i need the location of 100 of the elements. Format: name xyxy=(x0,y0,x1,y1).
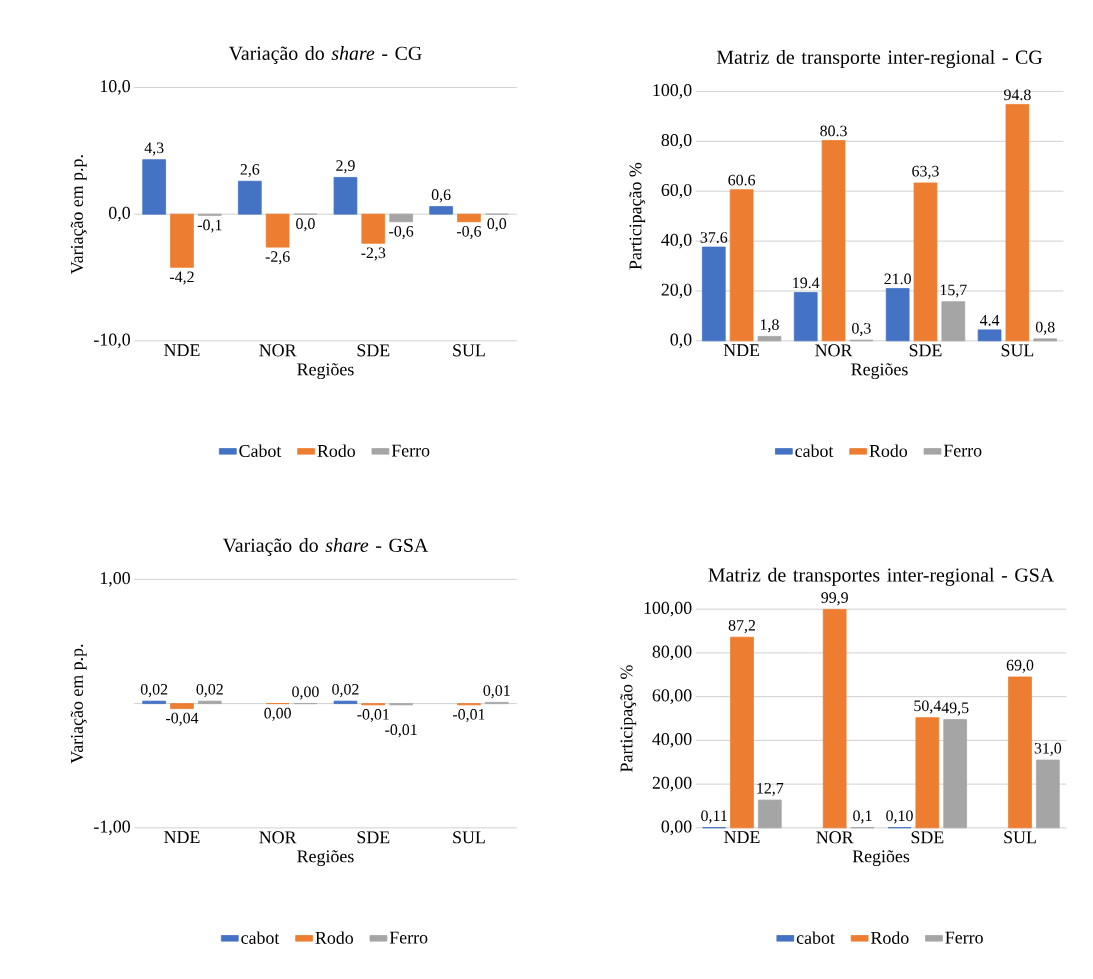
legend-label: Rodo xyxy=(870,931,909,944)
data-label: 0,11 xyxy=(701,810,727,824)
data-label: 4,3 xyxy=(144,142,164,156)
x-tick-label: NOR xyxy=(815,344,853,357)
data-label: 0,00 xyxy=(292,686,319,700)
data-label: 0,02 xyxy=(196,683,223,697)
data-label: -0,01 xyxy=(385,724,417,738)
bar xyxy=(1008,676,1032,829)
y-tick-label: 60,0 xyxy=(661,183,692,199)
bar xyxy=(821,140,846,342)
data-label: 12,7 xyxy=(757,782,784,796)
y-tick-label: 20,00 xyxy=(652,776,692,792)
legend-label: cabot xyxy=(796,931,835,944)
bar xyxy=(1036,759,1060,829)
data-label: -2,6 xyxy=(265,251,290,265)
legend-label: Rodo xyxy=(315,931,354,944)
bar xyxy=(757,336,782,342)
data-label: -0,04 xyxy=(166,712,199,726)
x-axis-title: Regiões xyxy=(297,363,354,380)
data-label: -0,6 xyxy=(456,225,482,240)
legend-label: Cabot xyxy=(239,444,282,458)
x-tick-label: NOR xyxy=(816,831,854,844)
data-label: 0,3 xyxy=(852,322,871,336)
y-axis-title: Participação % xyxy=(629,162,646,270)
data-label: -4,2 xyxy=(170,271,194,285)
data-label: 2,6 xyxy=(240,164,260,178)
data-label: -2,3 xyxy=(361,247,386,261)
data-label: 2,9 xyxy=(336,160,355,174)
data-label: 94.8 xyxy=(1004,89,1031,101)
legend-label: cabot xyxy=(241,931,280,944)
y-tick-label: -1,00 xyxy=(94,820,130,836)
data-label: 0,10 xyxy=(886,810,913,824)
y-axis-title: Participação % xyxy=(620,665,637,772)
x-tick-label: NDE xyxy=(724,831,760,844)
data-label: -0,6 xyxy=(389,225,414,240)
data-label: 19.4 xyxy=(793,277,820,289)
chart-title: Variação do share - GSA xyxy=(222,538,429,557)
x-tick-label: SUL xyxy=(1004,831,1036,844)
data-label: -0,1 xyxy=(197,219,222,233)
bar xyxy=(1005,104,1030,342)
bar xyxy=(913,182,938,342)
y-tick-label: 0,00 xyxy=(661,820,692,836)
bar xyxy=(729,189,754,342)
y-tick-label: 1,00 xyxy=(100,572,130,587)
data-label: 4.4 xyxy=(979,315,1000,326)
y-tick-label: 80,0 xyxy=(661,134,692,149)
x-tick-label: NOR xyxy=(259,831,297,844)
y-axis-title: Variação em p.p. xyxy=(70,155,87,275)
data-label: 0,02 xyxy=(332,683,359,697)
data-label: 49,5 xyxy=(941,702,969,716)
data-label: 69,0 xyxy=(1006,659,1034,673)
x-tick-label: SUL xyxy=(453,344,485,357)
bar xyxy=(237,180,262,215)
bar xyxy=(730,636,754,829)
y-tick-label: 0,0 xyxy=(670,333,692,349)
legend-label: Ferro xyxy=(391,444,430,457)
y-tick-label: 40,0 xyxy=(661,233,692,249)
y-tick-label: 80,00 xyxy=(652,645,692,661)
y-axis-title: Variação em p.p. xyxy=(70,644,87,764)
data-label: 60.6 xyxy=(728,174,756,186)
bar xyxy=(885,288,910,342)
legend-label: Ferro xyxy=(389,931,428,944)
data-label: 99,9 xyxy=(821,592,848,606)
bar xyxy=(361,213,386,244)
data-label: 50,4 xyxy=(914,700,942,714)
bar xyxy=(977,329,1002,342)
data-label: 87,2 xyxy=(728,620,756,634)
y-tick-label: 20,0 xyxy=(661,283,692,299)
data-label: 0,00 xyxy=(264,707,291,721)
data-label: 37.6 xyxy=(700,232,728,243)
legend-label: Ferro xyxy=(945,931,983,944)
data-label: 63,3 xyxy=(912,165,939,179)
y-tick-label: 60,00 xyxy=(652,689,692,705)
bar xyxy=(333,177,358,215)
x-tick-label: NDE xyxy=(723,344,760,357)
legend-label: cabot xyxy=(795,444,834,458)
x-tick-label: SDE xyxy=(357,831,390,844)
x-tick-label: SDE xyxy=(909,344,942,357)
data-label: -0,01 xyxy=(357,709,389,723)
bar xyxy=(793,292,818,342)
x-tick-label: SUL xyxy=(453,831,485,844)
x-tick-label: NDE xyxy=(164,831,200,844)
data-label: 0,1 xyxy=(853,810,872,824)
legend-label: Rodo xyxy=(869,444,908,458)
bar xyxy=(915,717,940,829)
data-label: 0,02 xyxy=(140,683,168,697)
data-label: 0,0 xyxy=(487,218,507,232)
chart-title: Matriz de transportes inter-regional - GSA xyxy=(708,567,1054,586)
data-label: 0,0 xyxy=(296,218,315,232)
bar xyxy=(457,213,481,223)
data-label: 0,01 xyxy=(483,685,510,699)
data-label: 21.0 xyxy=(884,273,911,285)
x-tick-label: SUL xyxy=(1001,344,1034,357)
data-label: -0,01 xyxy=(452,709,485,723)
y-tick-label: 10,0 xyxy=(100,80,130,95)
data-label: 15,7 xyxy=(940,284,967,298)
x-axis-title: Regiões xyxy=(297,850,354,867)
bar xyxy=(265,213,290,248)
y-tick-label: 0,0 xyxy=(108,206,130,222)
data-label: 0,6 xyxy=(431,189,451,203)
